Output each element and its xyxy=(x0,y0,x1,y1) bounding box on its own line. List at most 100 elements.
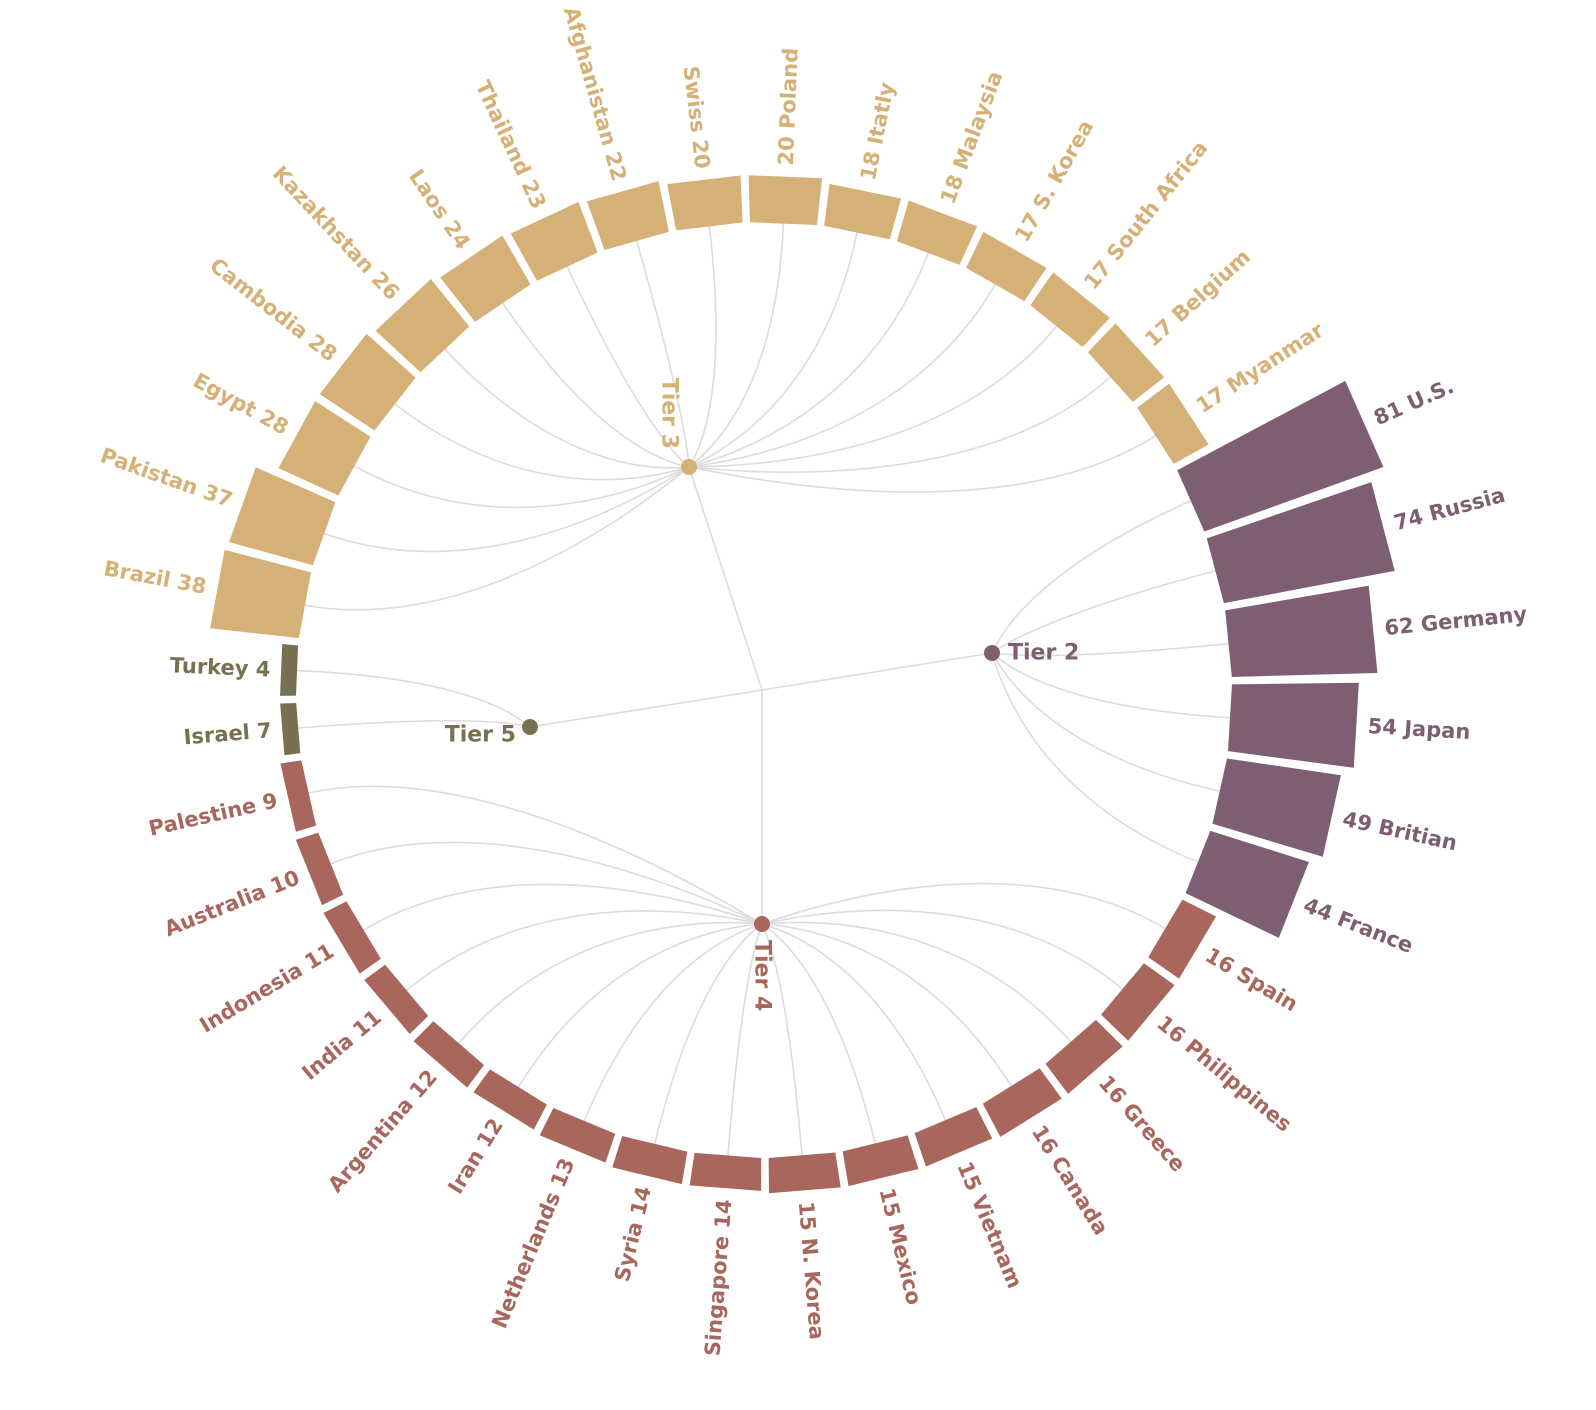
bar-russia xyxy=(1206,482,1395,604)
label-mexico: 15 Mexico xyxy=(875,1186,927,1308)
link-mexico xyxy=(761,923,877,1145)
label-south-africa: 17 South Africa xyxy=(1079,136,1212,294)
label-canada: 16 Canada xyxy=(1027,1121,1113,1239)
link-s-korea xyxy=(688,283,997,468)
link-netherlands xyxy=(583,923,763,1123)
label-malaysia: 18 Malaysia xyxy=(936,68,1008,207)
label-iran: Iran 12 xyxy=(443,1114,508,1198)
link-spain xyxy=(761,882,1167,930)
link-kazakhstan xyxy=(443,347,690,469)
bar-spain xyxy=(1148,899,1217,979)
link-philippines xyxy=(761,909,1124,991)
label-swiss: Swiss 20 xyxy=(679,65,715,170)
label-afghanistan: Afghanistan 22 xyxy=(559,4,631,184)
bar-pakistan xyxy=(229,467,336,566)
bar-egypt xyxy=(278,401,371,496)
label-greece: 16 Greece xyxy=(1094,1071,1190,1177)
trunk-tier-2 xyxy=(761,652,993,691)
link-belgium xyxy=(688,375,1112,473)
bar-palestine xyxy=(280,760,317,832)
label-france: 44 France xyxy=(1300,893,1416,958)
label-germany: 62 Germany xyxy=(1383,602,1528,640)
link-itatly xyxy=(688,231,858,468)
bar-philippines xyxy=(1101,963,1175,1041)
bar-malaysia xyxy=(896,200,978,265)
label-brazil: Brazil 38 xyxy=(102,556,208,598)
link-greece xyxy=(761,921,1073,1044)
hub-tier-4 xyxy=(754,916,770,932)
link-egypt xyxy=(352,464,690,509)
link-malaysia xyxy=(688,251,930,468)
bar-france xyxy=(1185,830,1309,938)
label-australia: Australia 10 xyxy=(161,865,303,941)
link-france xyxy=(991,652,1200,864)
hub-tier-5 xyxy=(522,719,538,735)
link-australia xyxy=(329,841,763,925)
bar-singapore xyxy=(689,1152,762,1191)
link-japan xyxy=(991,652,1232,719)
bar-iran xyxy=(473,1069,547,1130)
bar-south-africa xyxy=(1030,272,1110,348)
label-spain: 16 Spain xyxy=(1201,943,1302,1016)
bar-swiss xyxy=(667,175,743,231)
bar-vietnam xyxy=(914,1107,993,1167)
bar-kazakhstan xyxy=(375,278,470,373)
bar-japan xyxy=(1227,682,1359,768)
bar-thailand xyxy=(510,202,598,281)
bar-s-korea xyxy=(966,231,1047,302)
trunk-tier-5 xyxy=(529,689,763,728)
trunk-tier-3 xyxy=(688,466,763,691)
bar-brazil xyxy=(210,549,312,639)
label-s-korea: 17 S. Korea xyxy=(1010,116,1098,246)
link-laos xyxy=(501,301,690,468)
bar-poland xyxy=(748,175,823,225)
link-swiss xyxy=(688,225,717,468)
bar-n-korea xyxy=(768,1152,841,1194)
bar-argentina xyxy=(413,1021,485,1088)
link-canada xyxy=(761,923,1013,1088)
label-egypt: Egypt 28 xyxy=(189,368,292,439)
label-singapore: Singapore 14 xyxy=(700,1198,736,1356)
label-india: India 11 xyxy=(297,1005,386,1085)
label-palestine: Palestine 9 xyxy=(146,788,279,840)
link-layer xyxy=(296,222,1232,1157)
link-britian xyxy=(991,652,1222,793)
label-vietnam: 15 Vietnam xyxy=(952,1158,1027,1292)
bar-britian xyxy=(1212,758,1341,857)
bar-afghanistan xyxy=(586,181,669,251)
bar-cambodia xyxy=(319,333,416,431)
label-indonesia: Indonesia 11 xyxy=(196,939,339,1038)
bar-u-s xyxy=(1177,380,1384,532)
link-turkey xyxy=(296,669,531,728)
link-myanmar xyxy=(688,434,1157,493)
bar-myanmar xyxy=(1137,383,1209,464)
label-poland: 20 Poland xyxy=(774,47,803,166)
link-u-s xyxy=(991,499,1193,654)
label-turkey: Turkey 4 xyxy=(169,653,271,681)
label-israel: Israel 7 xyxy=(183,718,273,749)
link-brazil xyxy=(303,466,690,611)
label-thailand: Thailand 23 xyxy=(471,77,551,213)
link-india xyxy=(405,910,763,992)
bar-belgium xyxy=(1087,323,1165,402)
label-russia: 74 Russia xyxy=(1391,483,1507,535)
link-indonesia xyxy=(362,883,763,932)
label-britian: 49 Britian xyxy=(1340,807,1459,856)
label-japan: 54 Japan xyxy=(1367,714,1471,744)
label-itatly: 18 Itatly xyxy=(856,80,899,183)
bar-greece xyxy=(1045,1019,1123,1094)
hub-tier-3 xyxy=(681,459,697,475)
bar-australia xyxy=(295,832,344,906)
bar-itatly xyxy=(824,183,902,240)
label-philippines: 16 Philippines xyxy=(1152,1011,1296,1137)
link-iran xyxy=(517,923,763,1089)
label-kazakhstan: Kazakhstan 26 xyxy=(268,161,404,304)
bar-india xyxy=(364,964,429,1035)
bar-laos xyxy=(440,235,531,322)
bar-israel xyxy=(280,703,301,756)
bar-syria xyxy=(612,1135,688,1185)
tier-label-tier-3: Tier 3 xyxy=(657,378,682,449)
label-cambodia: Cambodia 28 xyxy=(205,253,341,366)
link-palestine xyxy=(307,785,763,925)
